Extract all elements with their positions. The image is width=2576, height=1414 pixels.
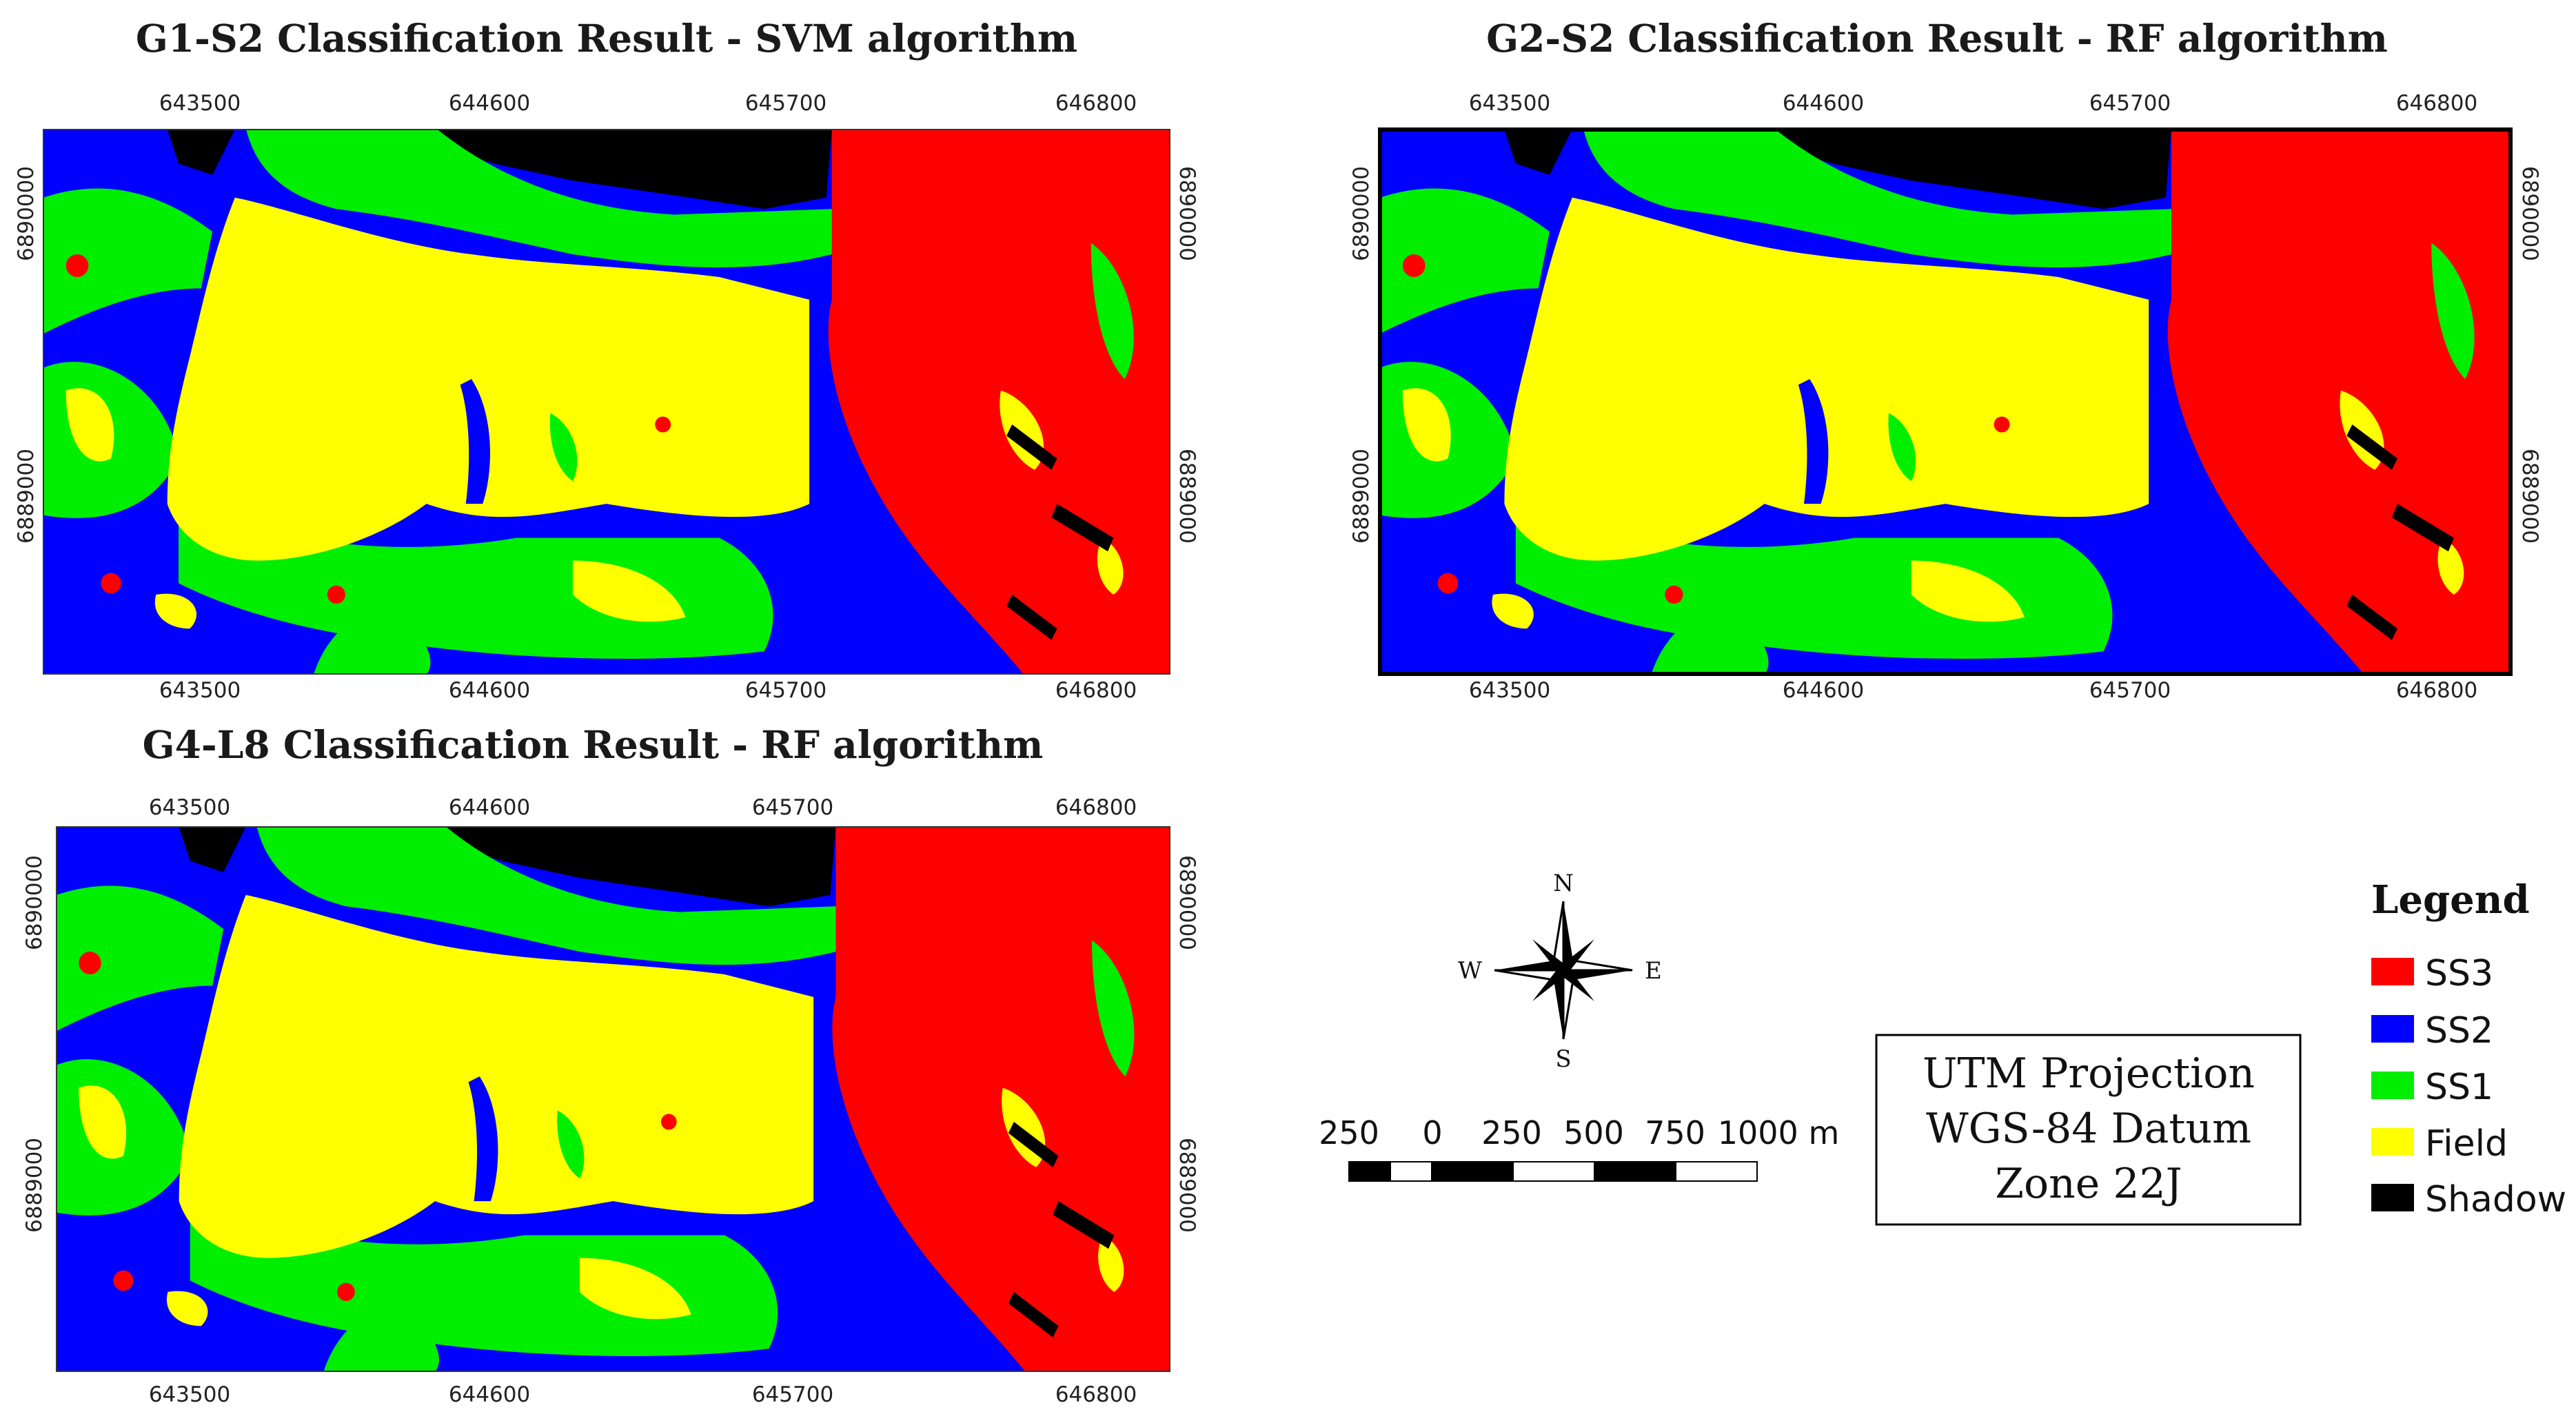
y-tick-label: 6889000 xyxy=(1175,449,1199,544)
y-tick-label: 6889000 xyxy=(1349,449,1374,544)
projection-info-box: UTM Projection WGS-84 Datum Zone 22J xyxy=(1875,1034,2302,1226)
zone-line: Zone 22J xyxy=(1995,1160,2182,1208)
legend-label: SS2 xyxy=(2425,1010,2493,1052)
legend-label: SS1 xyxy=(2425,1067,2493,1108)
y-tick-label: 6889000 xyxy=(14,449,39,544)
legend-swatch xyxy=(2371,1184,2414,1211)
x-tick-label: 644600 xyxy=(1783,91,1864,116)
legend-swatch xyxy=(2371,958,2414,985)
compass-south-label: S xyxy=(1555,1045,1571,1073)
map-frame xyxy=(43,129,1170,675)
y-tick-label: 6889000 xyxy=(1175,1138,1199,1233)
datum-line: WGS-84 Datum xyxy=(1926,1105,2251,1153)
x-tick-label: 646800 xyxy=(1055,795,1137,820)
legend-item-ss1: SS1 xyxy=(2371,1067,2493,1108)
panel-title: G2-S2 Classification Result - RF algorit… xyxy=(1486,16,2388,61)
legend-label: Shadow xyxy=(2425,1179,2566,1220)
y-tick-label: 6889000 xyxy=(22,1138,47,1233)
scale-label: 0 xyxy=(1422,1114,1442,1151)
scale-label: 1000 m xyxy=(1718,1114,1840,1151)
legend-item-shadow: Shadow xyxy=(2371,1179,2566,1220)
legend-swatch xyxy=(2371,1072,2414,1099)
panel-g2-s2-rf: G2-S2 Classification Result - RF algorit… xyxy=(1349,16,2542,703)
compass-rose-icon: N S E W xyxy=(1458,870,1662,1073)
x-tick-label: 644600 xyxy=(1783,678,1864,703)
compass-west-label: W xyxy=(1458,957,1482,985)
legend-item-field: Field xyxy=(2371,1123,2508,1165)
y-tick-label: 6889000 xyxy=(2517,449,2542,544)
x-tick-label: 645700 xyxy=(2089,91,2171,116)
x-tick-label: 644600 xyxy=(449,91,530,116)
scale-bar: 250 0 250 500 750 1000 m xyxy=(1319,1114,1840,1182)
x-tick-label: 645700 xyxy=(2089,678,2171,703)
scale-label: 500 xyxy=(1563,1114,1624,1151)
x-tick-label: 644600 xyxy=(449,1382,530,1407)
panel-g1-s2-svm: G1-S2 Classification Result - SVM algori… xyxy=(14,16,1199,703)
compass-east-label: E xyxy=(1645,957,1662,985)
scale-label: 250 xyxy=(1481,1114,1542,1151)
map-frame xyxy=(1378,127,2513,676)
legend-title: Legend xyxy=(2371,877,2530,923)
legend-swatch xyxy=(2371,1015,2414,1043)
x-tick-label: 643500 xyxy=(149,795,230,820)
x-tick-label: 643500 xyxy=(1469,91,1550,116)
x-tick-label: 643500 xyxy=(149,1382,230,1407)
x-tick-label: 644600 xyxy=(449,795,530,820)
panel-title: G1-S2 Classification Result - SVM algori… xyxy=(136,16,1077,61)
map-frame xyxy=(56,826,1170,1372)
legend-label: SS3 xyxy=(2425,953,2493,994)
y-tick-label: 6890000 xyxy=(22,855,47,950)
legend-swatch xyxy=(2371,1128,2414,1156)
scale-label: 250 xyxy=(1319,1114,1379,1151)
y-tick-label: 6890000 xyxy=(14,166,39,261)
legend-item-ss3: SS3 xyxy=(2371,953,2493,994)
x-tick-label: 646800 xyxy=(1055,91,1137,116)
y-tick-label: 6890000 xyxy=(2517,166,2542,261)
x-tick-label: 643500 xyxy=(1469,678,1550,703)
y-tick-label: 6890000 xyxy=(1175,855,1199,950)
y-tick-label: 6890000 xyxy=(1349,166,1374,261)
compass-north-label: N xyxy=(1553,870,1574,897)
x-tick-label: 646800 xyxy=(1055,1382,1137,1407)
panel-title: G4-L8 Classification Result - RF algorit… xyxy=(143,722,1044,767)
x-tick-label: 643500 xyxy=(159,678,241,703)
x-tick-label: 646800 xyxy=(1055,678,1137,703)
x-tick-label: 645700 xyxy=(752,1382,833,1407)
x-tick-label: 643500 xyxy=(159,91,241,116)
legend: Legend SS3 SS2 SS1 Field Shadow xyxy=(2371,877,2566,1220)
x-tick-label: 645700 xyxy=(752,795,833,820)
x-tick-label: 645700 xyxy=(745,91,826,116)
scale-label: 750 xyxy=(1645,1114,1705,1151)
x-tick-label: 646800 xyxy=(2396,678,2477,703)
x-tick-label: 646800 xyxy=(2396,91,2477,116)
x-tick-label: 645700 xyxy=(745,678,826,703)
panel-g4-l8-rf: G4-L8 Classification Result - RF algorit… xyxy=(22,722,1199,1407)
classification-map xyxy=(57,827,1170,1372)
classification-map xyxy=(43,130,1170,675)
legend-label: Field xyxy=(2425,1123,2508,1165)
legend-item-ss2: SS2 xyxy=(2371,1010,2493,1052)
x-tick-label: 644600 xyxy=(449,678,530,703)
projection-line: UTM Projection xyxy=(1923,1049,2255,1098)
y-tick-label: 6890000 xyxy=(1175,166,1199,261)
classification-map xyxy=(1380,130,2511,675)
